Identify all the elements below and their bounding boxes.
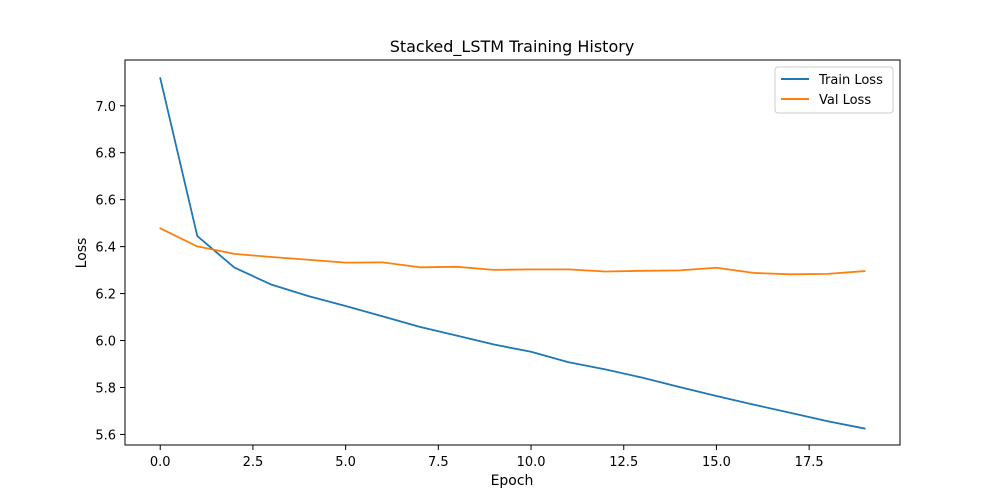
legend-label-train-loss: Train Loss bbox=[818, 73, 883, 88]
x-tick-label: 0.0 bbox=[150, 455, 171, 470]
series-line-val-loss bbox=[159, 227, 866, 276]
x-axis-label: Epoch bbox=[491, 473, 534, 489]
legend-label-val-loss: Val Loss bbox=[819, 93, 871, 108]
chart-title: Stacked_LSTM Training History bbox=[390, 37, 635, 57]
x-tick-label: 12.5 bbox=[609, 455, 638, 470]
x-tick-label: 17.5 bbox=[795, 455, 824, 470]
series-lines bbox=[159, 77, 866, 430]
y-axis-ticks: 5.6 5.8 6.0 6.2 6.4 6.6 6.8 7.0 bbox=[95, 100, 125, 443]
x-tick-label: 5.0 bbox=[335, 455, 356, 470]
y-axis-label: Loss bbox=[74, 238, 90, 269]
x-tick-label: 15.0 bbox=[702, 455, 731, 470]
series-line-train-loss bbox=[159, 77, 866, 430]
y-tick-label: 6.4 bbox=[95, 241, 116, 256]
y-tick-label: 7.0 bbox=[95, 100, 116, 115]
x-tick-label: 2.5 bbox=[243, 455, 264, 470]
x-tick-label: 10.0 bbox=[517, 455, 546, 470]
legend: Train Loss Val Loss bbox=[774, 66, 894, 114]
y-tick-label: 6.6 bbox=[95, 194, 116, 209]
x-tick-label: 7.5 bbox=[428, 455, 449, 470]
y-tick-label: 6.0 bbox=[95, 335, 116, 350]
y-tick-label: 5.6 bbox=[95, 428, 116, 443]
y-tick-label: 6.8 bbox=[95, 147, 116, 162]
plot-frame bbox=[124, 59, 901, 446]
x-axis-ticks: 0.0 2.5 5.0 7.5 10.0 12.5 15.0 17.5 bbox=[150, 445, 824, 470]
y-tick-label: 6.2 bbox=[95, 288, 116, 303]
y-tick-label: 5.8 bbox=[95, 381, 116, 396]
